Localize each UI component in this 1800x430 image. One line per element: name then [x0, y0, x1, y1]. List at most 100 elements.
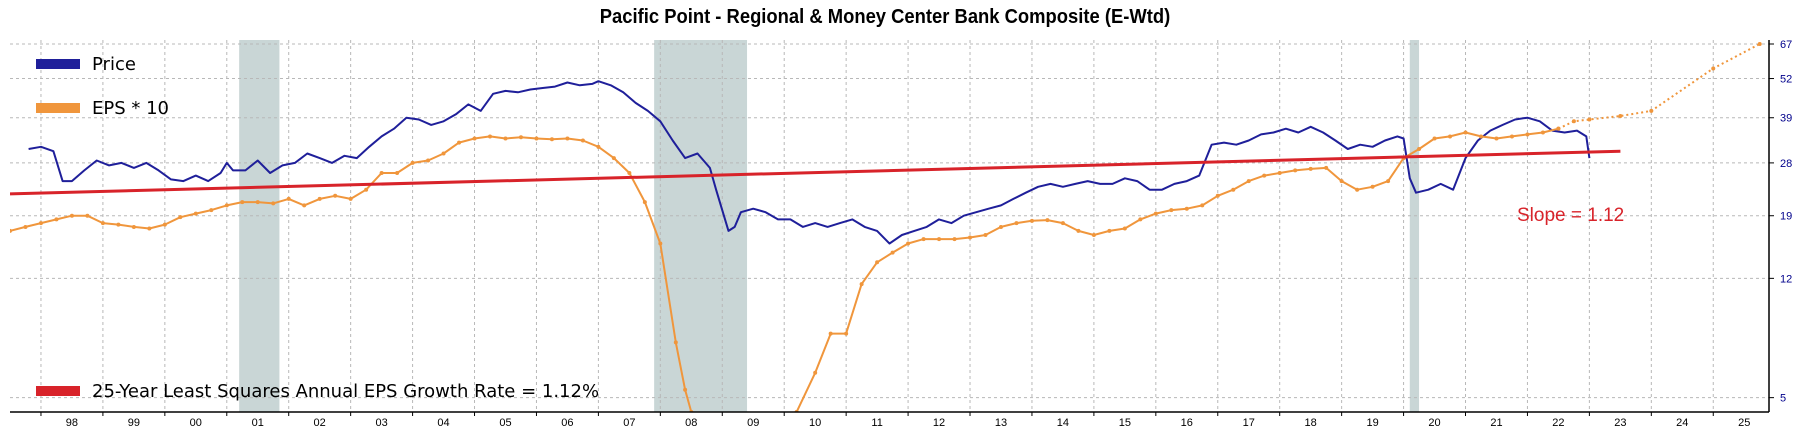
eps-data-point — [1448, 134, 1453, 139]
eps-data-point — [333, 193, 338, 198]
eps-data-point — [1463, 130, 1468, 135]
eps-data-point — [673, 340, 678, 345]
eps-data-point — [828, 331, 833, 336]
eps-data-point — [1386, 179, 1391, 184]
chart-title: Pacific Point - Regional & Money Center … — [599, 6, 1171, 28]
eps-data-point — [1540, 130, 1545, 135]
eps-data-point — [1711, 66, 1716, 71]
eps-data-point — [10, 228, 12, 233]
eps-data-point — [813, 370, 818, 375]
eps-data-point — [131, 224, 136, 229]
eps-data-point — [1246, 179, 1251, 184]
eps-data-point — [1107, 228, 1112, 233]
x-tick-label: 06 — [561, 417, 573, 429]
x-tick-label: 02 — [314, 417, 326, 429]
eps-data-point — [1525, 132, 1530, 137]
eps-data-point — [224, 203, 229, 208]
y-tick-label: 39 — [1780, 113, 1792, 125]
x-tick-label: 07 — [623, 417, 635, 429]
legend-swatch — [36, 59, 80, 69]
x-tick-label: 14 — [1057, 417, 1069, 429]
series-lines — [10, 42, 1762, 412]
eps-data-point — [379, 170, 384, 175]
eps-data-point — [395, 170, 400, 175]
x-tick-label: 00 — [190, 417, 202, 429]
eps-data-point — [38, 221, 43, 226]
eps-data-point — [1293, 168, 1298, 173]
x-tick-label: 19 — [1366, 417, 1378, 429]
eps-data-point — [193, 211, 198, 216]
eps-data-point — [1370, 184, 1375, 189]
plot-background — [10, 40, 1769, 412]
eps-data-point — [1231, 187, 1236, 192]
eps-data-point — [69, 213, 74, 218]
eps-data-point — [1509, 134, 1514, 139]
eps-data-point — [968, 235, 973, 240]
x-tick-label: 05 — [499, 417, 511, 429]
series-line-4 — [10, 149, 1621, 196]
legend-swatch — [36, 103, 80, 113]
eps-data-point — [1355, 187, 1360, 192]
series-line-0 — [28, 80, 1591, 245]
y-tick-label: 19 — [1780, 211, 1792, 223]
eps-data-point — [549, 137, 554, 142]
eps-data-point — [1138, 217, 1143, 222]
eps-data-point — [1262, 173, 1267, 178]
eps-data-point — [488, 134, 493, 139]
eps-data-point — [1757, 42, 1762, 47]
x-tick-label: 01 — [252, 417, 264, 429]
eps-data-point — [85, 213, 90, 218]
x-tick-label: 13 — [995, 417, 1007, 429]
eps-data-point — [178, 215, 183, 220]
eps-data-point — [998, 224, 1003, 229]
eps-data-point — [317, 196, 322, 201]
x-tick-label: 23 — [1614, 417, 1626, 429]
grid-lines — [10, 40, 1769, 412]
eps-data-point — [271, 201, 276, 206]
eps-data-point — [658, 241, 663, 246]
eps-data-point — [1339, 179, 1344, 184]
eps-data-point — [1324, 165, 1329, 170]
eps-data-point — [534, 136, 539, 141]
x-tick-label: 12 — [933, 417, 945, 429]
y-tick-label: 12 — [1780, 273, 1792, 285]
eps-data-point — [1432, 136, 1437, 141]
eps-data-point — [1587, 117, 1592, 122]
recession-bands — [239, 40, 1420, 412]
eps-data-point — [302, 203, 307, 208]
eps-data-point — [683, 387, 688, 392]
eps-data-point — [1556, 126, 1561, 131]
eps-data-point — [1200, 203, 1205, 208]
eps-data-point — [240, 200, 245, 205]
eps-data-point — [410, 160, 415, 165]
eps-data-point — [1417, 147, 1422, 152]
eps-data-point — [116, 222, 121, 227]
eps-data-point — [162, 222, 167, 227]
eps-data-point — [503, 136, 508, 141]
series-line-2 — [795, 127, 1559, 412]
eps-data-point — [1029, 218, 1034, 223]
eps-data-point — [627, 170, 632, 175]
eps-data-point — [1277, 170, 1282, 175]
eps-data-point — [642, 200, 647, 205]
eps-data-point — [611, 156, 616, 161]
axes: 98 99 00 01 02 03 04 05 06 07 08 09 10 11 12 13 14 15 16 17… — [10, 39, 1792, 429]
x-tick-label: 98 — [66, 417, 78, 429]
eps-data-point — [23, 224, 28, 229]
eps-data-point — [1478, 134, 1483, 139]
slope-annotation: Slope = 1.12 — [1517, 205, 1624, 226]
eps-data-point — [906, 241, 911, 246]
x-tick-label: 15 — [1119, 417, 1131, 429]
x-tick-label: 04 — [437, 417, 449, 429]
eps-data-point — [1153, 211, 1158, 216]
eps-data-point — [1091, 232, 1096, 237]
y-tick-label: 67 — [1780, 39, 1792, 51]
eps-data-point — [255, 200, 260, 205]
series-line-1 — [10, 135, 693, 412]
eps-data-point — [875, 260, 880, 265]
eps-data-point — [1076, 228, 1081, 233]
y-tick-label: 5 — [1780, 393, 1786, 405]
recession-band-2 — [1409, 40, 1420, 412]
eps-data-point — [472, 136, 477, 141]
